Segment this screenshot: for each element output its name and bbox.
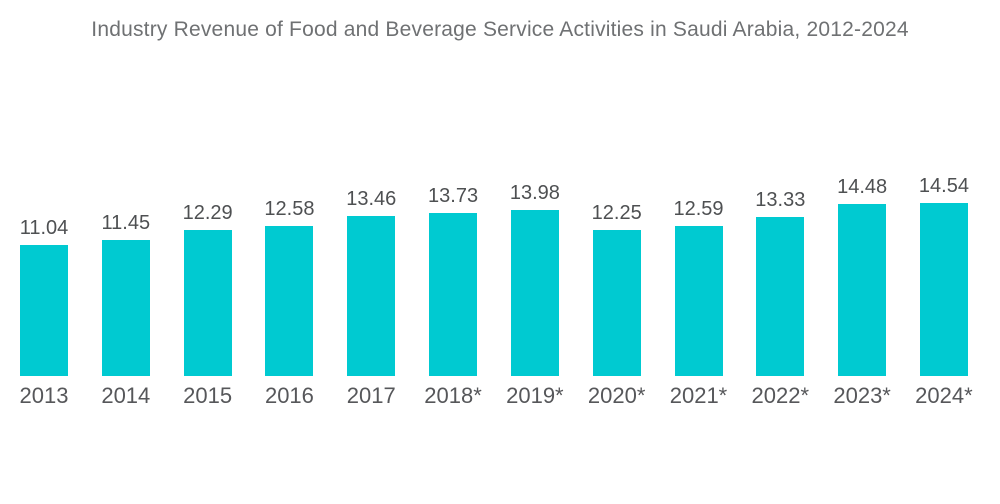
bar-value-label: 13.98	[509, 181, 560, 204]
bar-column-2016: 12.58 2016	[264, 198, 315, 406]
bar-2015	[183, 229, 232, 376]
bar-value-label: 13.33	[755, 189, 806, 212]
bar-2022	[756, 217, 805, 376]
bar-2017	[347, 215, 396, 376]
bar-2013	[20, 244, 68, 376]
bar-2021	[674, 226, 723, 376]
bar-value-label: 11.04	[19, 216, 69, 239]
bar-column-2022: 13.33 2022*	[752, 189, 810, 406]
bar-value-label: 12.59	[673, 198, 724, 221]
bar-2018	[429, 212, 478, 376]
bar-2020	[592, 230, 641, 376]
bar-value-label: 14.48	[837, 175, 888, 198]
x-axis-label-2024: 2024*	[915, 383, 973, 408]
x-axis-label-2017: 2017	[346, 383, 396, 408]
bar-2014	[101, 239, 150, 376]
bar-value-label: 14.54	[918, 175, 969, 197]
x-axis-label-2020: 2020*	[587, 383, 646, 408]
x-axis-label-2014: 2014	[101, 383, 151, 408]
bar-column-2015: 12.29 2015	[182, 201, 233, 407]
x-axis-label-2019: 2019*	[506, 383, 564, 408]
bar-2016	[265, 226, 314, 376]
bar-column-2017: 13.46 2017	[346, 187, 397, 407]
x-axis-label-2022: 2022*	[751, 383, 810, 408]
bar-value-label: 12.58	[264, 198, 315, 221]
bar-value-label: 13.46	[346, 187, 397, 210]
x-axis-label-2021: 2021*	[669, 383, 728, 408]
bar-value-label: 13.73	[428, 184, 479, 207]
x-axis-label-2023: 2023*	[833, 383, 891, 408]
bar-value-label: 12.29	[182, 201, 233, 224]
bar-value-label: 12.25	[591, 202, 642, 225]
bar-2023	[838, 203, 887, 376]
bar-column-2023: 14.48 2023*	[833, 175, 891, 407]
bar-column-2021: 12.59 2021*	[670, 198, 728, 406]
x-axis-label-2013: 2013	[19, 383, 69, 408]
bar-column-2020: 12.25 2020*	[588, 202, 646, 406]
bar-column-2019: 13.98 2019*	[506, 181, 564, 407]
bar-value-label: 11.45	[101, 211, 151, 234]
bar-plot: 11.04 2013 11.45 2014 12.29 2015 12.58 2016 13.4…	[19, 175, 973, 407]
bar-column-2013: 11.04 2013	[19, 216, 69, 407]
bar-2019	[510, 209, 559, 376]
x-axis-label-2016: 2016	[264, 383, 314, 408]
chart-title: Industry Revenue of Food and Beverage Se…	[91, 18, 909, 41]
bar-column-2024: 14.54 2024*	[915, 175, 973, 407]
x-axis-label-2018: 2018*	[424, 383, 482, 408]
bar-column-2018: 13.73 2018*	[424, 184, 482, 407]
x-axis-label-2015: 2015	[183, 383, 233, 408]
bar-column-2014: 11.45 2014	[101, 211, 151, 407]
bar-2024	[919, 203, 968, 376]
